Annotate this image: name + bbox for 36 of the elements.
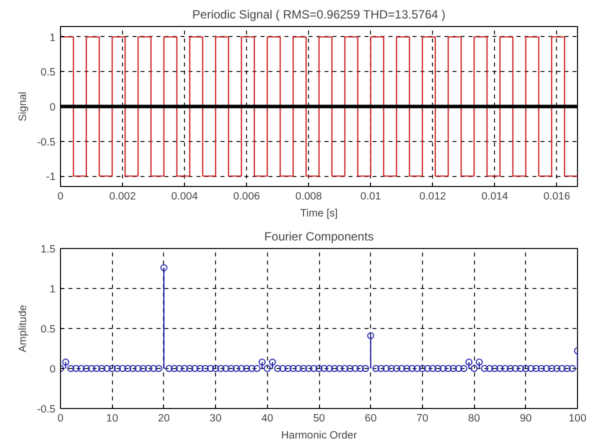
x-tick-label: 100: [568, 412, 586, 424]
y-tick-label: -0.5: [37, 136, 56, 148]
x-tick-label: 0.004: [171, 190, 198, 202]
x-tick-label: 50: [313, 412, 325, 424]
x-tick-label: 0.002: [109, 190, 136, 202]
y-tick-label: -0.5: [37, 404, 56, 416]
x-tick-label: 10: [106, 412, 118, 424]
x-tick-label: 0.012: [419, 190, 446, 202]
x-tick-label: 0.01: [360, 190, 382, 202]
x-tick-label: 0: [58, 412, 64, 424]
y-tick-label: 0: [50, 364, 56, 376]
y-axis-title: Signal: [17, 92, 30, 122]
y-tick-label: 1: [50, 284, 56, 296]
x-tick-label: 90: [520, 412, 532, 424]
x-tick-label: 0.016: [543, 190, 570, 202]
chart-title: Fourier Components: [264, 230, 374, 244]
x-tick-label: 80: [468, 412, 480, 424]
y-tick-label: 0.5: [40, 66, 56, 79]
x-axis-title: Time [s]: [300, 208, 338, 220]
y-tick-label: -1: [46, 171, 56, 184]
y-tick-label: 0: [50, 102, 56, 114]
x-axis-title: Harmonic Order: [281, 430, 358, 442]
y-axis-title: Amplitude: [17, 304, 30, 352]
x-tick-label: 0.008: [295, 190, 322, 202]
chart-title: Periodic Signal ( RMS=0.96259 THD=13.5764 ): [192, 8, 446, 22]
x-tick-label: 30: [210, 412, 222, 424]
y-tick-label: 1.5: [40, 244, 56, 256]
y-tick-label: 1: [50, 32, 56, 44]
x-tick-label: 40: [261, 412, 274, 424]
x-tick-label: 20: [158, 412, 170, 424]
y-tick-label: 0.5: [40, 324, 56, 336]
x-tick-label: 60: [364, 412, 377, 424]
x-tick-label: 0.006: [233, 190, 260, 202]
x-tick-label: 0: [58, 190, 64, 202]
x-tick-label: 70: [416, 412, 428, 424]
x-tick-label: 0.014: [481, 190, 508, 202]
